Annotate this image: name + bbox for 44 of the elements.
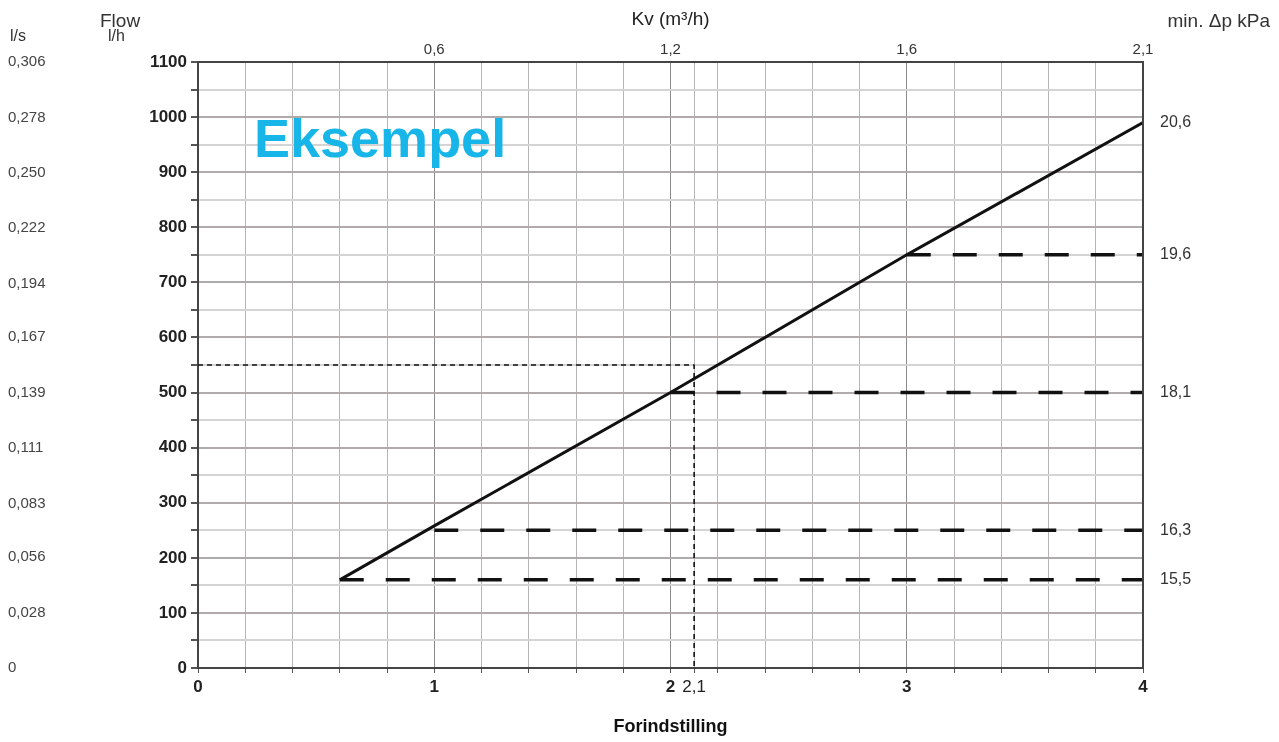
y-tick-label: 700 [158, 272, 187, 292]
series-label: 20,6 [1160, 113, 1192, 131]
y-tick-label: 900 [158, 161, 187, 181]
text: min. Δp kPa [1167, 10, 1271, 32]
y-tick-label: 0 [177, 657, 187, 677]
y-tick-label: 1100 [150, 51, 187, 71]
y2-tick-label: 0,167 [8, 327, 46, 345]
y2-tick-label: 0 [8, 658, 17, 676]
x-tick-label: 4 [1138, 676, 1149, 696]
series-label: 16,3 [1160, 520, 1192, 538]
y-tick-label: 200 [158, 547, 187, 567]
x-tick-label: 2,1 [682, 676, 706, 696]
y2-tick-label: 0,028 [8, 602, 46, 620]
y-tick-label: 1000 [149, 106, 187, 126]
series-label: 15,5 [1160, 570, 1192, 588]
y2-tick-label: 0,083 [8, 493, 46, 511]
x-tick-label: 3 [902, 676, 912, 696]
y2-tick-label: 0,139 [8, 382, 46, 400]
y2-tick-label: 0,056 [8, 547, 46, 565]
x-tick-label: 1 [429, 676, 439, 696]
y-tick-label: 500 [158, 382, 187, 402]
y2-tick-label: 0,111 [8, 438, 44, 456]
text: 2,1 [1132, 40, 1154, 58]
series-label: 18,1 [1160, 382, 1192, 400]
y2-tick-label: 0,278 [8, 107, 46, 125]
y-tick-label: 300 [158, 492, 187, 512]
y-tick-label: 400 [158, 437, 187, 457]
text: 1,6 [896, 40, 918, 58]
text: Kv (m³/h) [631, 8, 710, 30]
y2-tick-label: 0,250 [8, 163, 46, 181]
y2-axis-title: l/s [10, 27, 26, 45]
y2-tick-label: 0,194 [8, 273, 46, 291]
y-tick-label: 600 [158, 327, 187, 347]
y-tick-label: 800 [158, 216, 187, 236]
x-axis-title: Forindstilling [613, 716, 728, 737]
annotation: Eksempel [254, 107, 507, 168]
text: 1,2 [660, 40, 681, 58]
series-label: 19,6 [1160, 245, 1192, 263]
y-tick-label: 100 [158, 602, 187, 622]
x-tick-label: 2 [665, 676, 676, 696]
x-tick-label: 0 [193, 676, 203, 696]
text: 0,6 [423, 40, 445, 58]
y2-tick-label: 0,222 [8, 218, 46, 236]
y2-tick-label: 0,306 [8, 52, 46, 70]
